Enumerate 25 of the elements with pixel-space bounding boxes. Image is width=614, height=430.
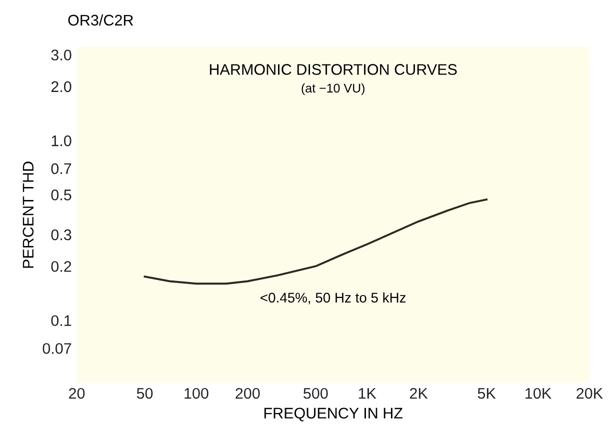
- text: OR3/C2R: [68, 14, 134, 26]
- y-tick-label: 1.0: [52, 135, 72, 146]
- x-tick-label: 5K: [478, 388, 496, 399]
- x-tick-label: 2K: [410, 388, 428, 399]
- y-tick-label: 2.0: [51, 81, 72, 92]
- x-tick-label: 20K: [576, 388, 603, 399]
- x-tick-label: 100: [184, 388, 208, 399]
- x-tick-label: 50: [136, 388, 153, 399]
- x-tick-label: 200: [236, 388, 260, 399]
- y-tick-label: 0.7: [51, 163, 72, 174]
- x-tick-label: 10K: [526, 388, 552, 399]
- x-tick-label: 20: [69, 388, 85, 399]
- y-tick-label: 3.0: [51, 50, 72, 60]
- y-tick-label: 0.2: [51, 261, 72, 272]
- annotation: <0.45%, 50 Hz to 5 kHz: [260, 292, 406, 304]
- y-tick-label: 0.5: [51, 190, 72, 200]
- x-tick-label: 500: [304, 388, 328, 399]
- text: HARMONIC DISTORTION CURVES: [210, 64, 457, 75]
- y-tick-label: 0.07: [42, 343, 72, 354]
- x-tick-label: 1K: [358, 388, 376, 399]
- y-tick-label: 0.1: [51, 315, 72, 326]
- y-axis-title: PERCENT THD: [22, 162, 34, 268]
- y-tick-label: 0.3: [51, 229, 72, 240]
- text: (at −10 VU): [302, 83, 364, 96]
- x-axis-title: FREQUENCY IN HZ: [264, 408, 403, 422]
